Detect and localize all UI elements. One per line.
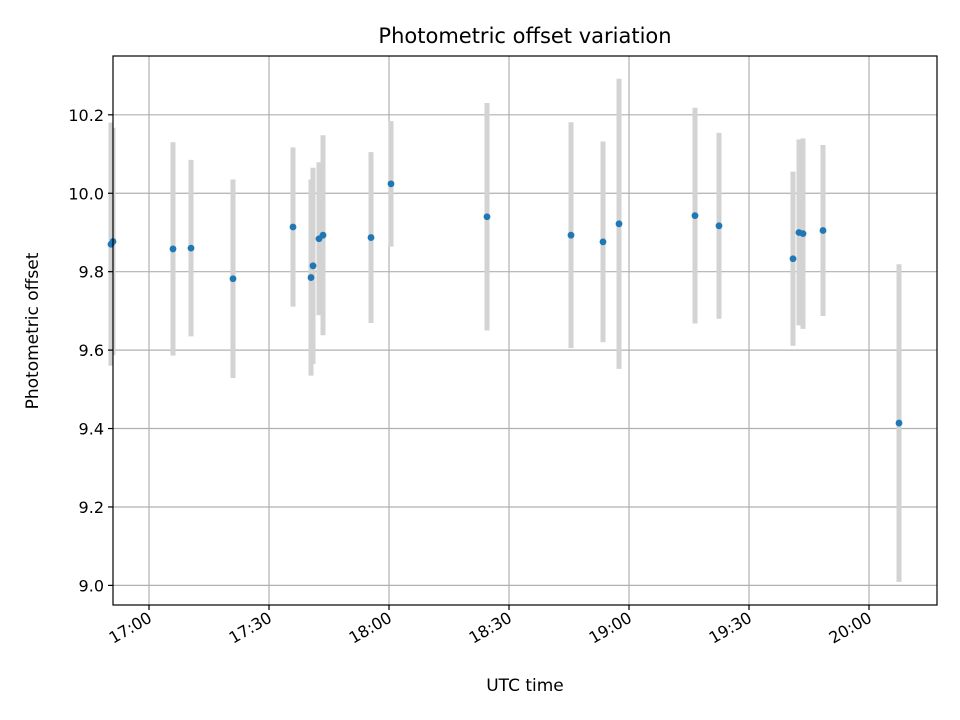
data-point	[169, 245, 177, 253]
y-tick-label: 9.2	[79, 498, 104, 517]
y-axis-title: Photometric offset	[23, 252, 43, 409]
data-point	[307, 274, 315, 281]
data-point	[715, 222, 723, 230]
y-tick-label: 9.4	[79, 420, 104, 439]
data-point	[799, 230, 807, 238]
y-tick-label: 9.6	[79, 341, 104, 360]
y-tick-label: 10.0	[68, 184, 104, 203]
x-axis-title: UTC time	[486, 676, 564, 696]
data-point	[615, 220, 623, 228]
data-point	[483, 213, 491, 221]
data-point	[309, 262, 317, 270]
data-point	[895, 419, 903, 427]
plot-frame	[112, 55, 938, 606]
data-point	[319, 231, 327, 239]
y-tick-label: 9.8	[79, 263, 104, 282]
chart-title: Photometric offset variation	[378, 24, 671, 48]
data-point	[367, 234, 375, 241]
data-point	[567, 231, 575, 239]
data-point	[789, 255, 797, 263]
data-point	[691, 212, 699, 220]
data-point	[229, 275, 237, 283]
data-point	[599, 238, 607, 246]
y-tick-label: 9.0	[79, 576, 104, 595]
data-point	[187, 244, 195, 252]
y-tick-label: 10.2	[68, 106, 104, 125]
data-point	[819, 227, 827, 234]
data-point	[387, 180, 395, 188]
data-point	[289, 223, 297, 231]
y-axis-ticks: 9.0 9.2 9.4 9.6 9.8 10.0 10.2	[68, 106, 113, 595]
